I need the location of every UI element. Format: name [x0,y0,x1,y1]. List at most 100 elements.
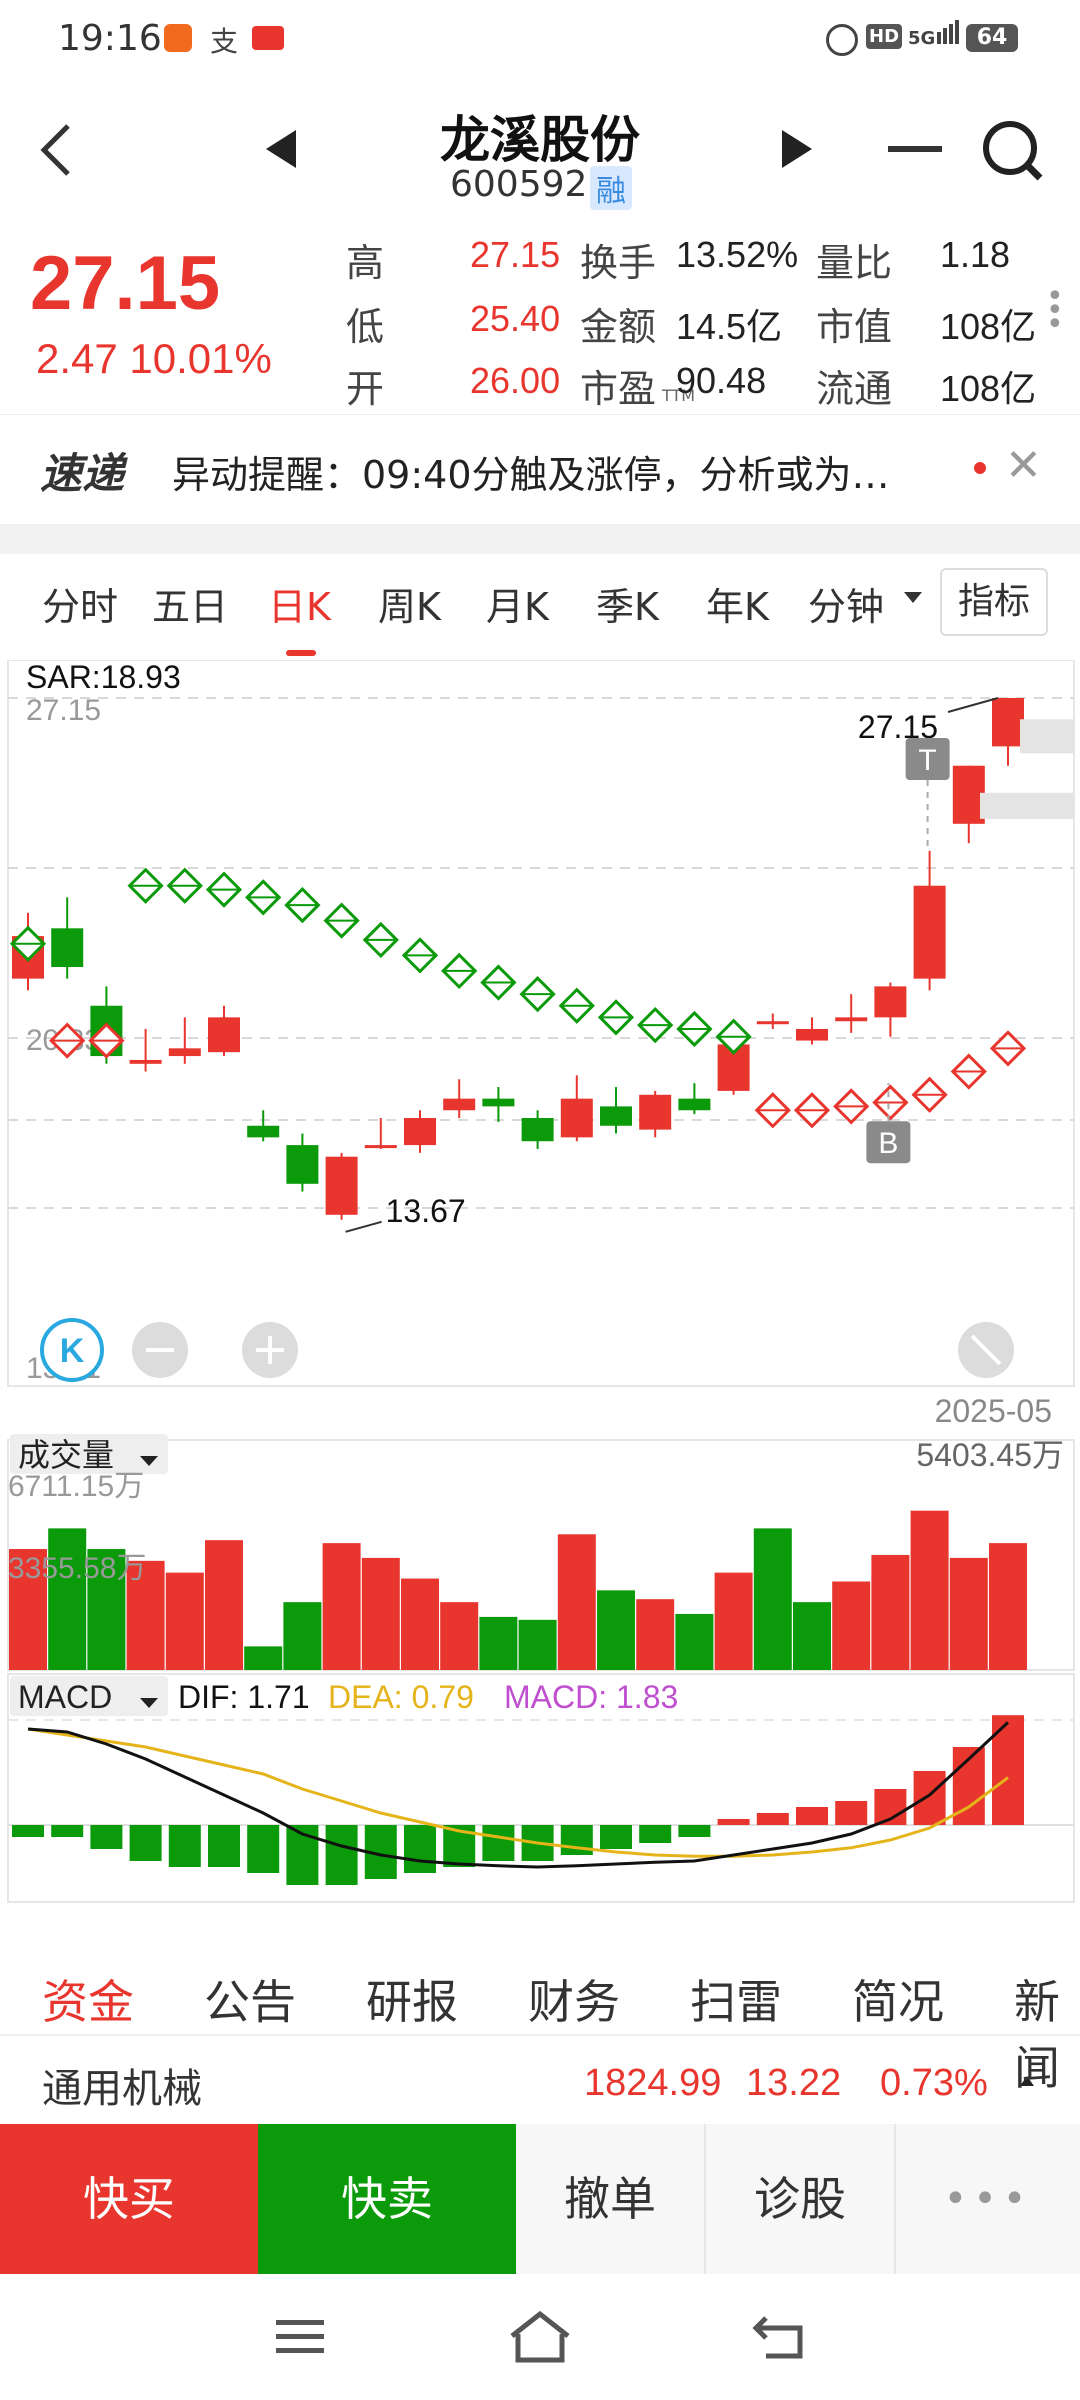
macd-bar [208,1825,240,1867]
change-percent: 10.01% [129,335,272,382]
search-icon[interactable] [980,118,1046,184]
volume-bar [557,1534,596,1670]
fullscreen-diag [970,1334,1002,1366]
industry-name[interactable]: 通用机械 [42,2066,202,2112]
sar-marker [715,1018,752,1055]
industry-index: 1824.99 [584,2062,722,2104]
minimize-icon[interactable] [888,146,942,152]
sar-marker [49,1022,86,1059]
home-icon[interactable] [508,2310,572,2364]
tab-2[interactable]: 日K [268,585,331,629]
next-stock-icon[interactable] [778,126,816,172]
section-divider [0,524,1080,554]
dea-label: DEA: 0.79 [328,1679,474,1715]
volume-bar [597,1590,635,1670]
stock-header: 龙溪股份 600592 融 [0,80,1080,220]
quote-value: 27.15 [470,234,561,275]
indicator-button[interactable]: 指标 [940,568,1048,636]
candle-body [952,765,985,824]
tab-6[interactable]: 年K [706,585,769,629]
quick-buy-button[interactable]: 快买 [0,2124,258,2274]
alert-text[interactable]: 异动提醒：09:40分触及涨停，分析或为… [172,453,890,497]
more-horizontal-icon[interactable]: ••• [896,2124,1080,2274]
quote-label: 换手 [580,241,657,285]
volume-bar [48,1528,87,1670]
bottom-tab-2[interactable]: 研报 [366,1975,458,2029]
macd-title-box[interactable] [10,1676,168,1716]
limit-bar [1020,719,1074,754]
status-bar: 19:16 支 HD 5G 64 [0,0,1080,80]
macd-bar [482,1825,515,1861]
quote-label: 市盈 [580,367,657,411]
marker-t-box [905,738,950,780]
margin-tag: 融 [590,166,632,210]
volume-dropdown-icon[interactable] [140,1456,158,1466]
quote-value: 14.5亿 [676,306,783,347]
volume-bar [910,1510,949,1670]
macd-bar [404,1825,436,1873]
y-axis-max: 27.15 [26,694,101,727]
volume-bar [165,1572,204,1670]
volume-last: 5403.45万 [916,1437,1064,1473]
tab-4[interactable]: 月K [486,585,549,629]
back-icon[interactable] [36,120,76,180]
alert-brand: 速递 [40,449,125,498]
sar-marker [127,867,164,904]
sar-marker [480,964,517,1001]
industry-pct: 0.73% [880,2062,988,2104]
volume-title-box[interactable] [10,1434,168,1474]
price-panel-frame [7,660,1075,1387]
close-icon[interactable]: ✕ [1005,440,1042,491]
tab-3[interactable]: 周K [378,585,441,629]
kline-chart[interactable]: SAR:18.9327.1520.3313.5127.1513.67TBK202… [0,660,1080,1910]
volume-bar [753,1528,792,1670]
change-value: 2.47 [36,335,118,382]
tab-5[interactable]: 季K [596,585,659,629]
macd-bar [12,1825,44,1837]
cancel-order-button[interactable]: 撤单 [516,2124,706,2274]
more-vertical-icon[interactable]: • • • [1046,279,1064,342]
candle-body [835,1017,868,1022]
sar-marker [284,886,321,924]
tab-0[interactable]: 分时 [42,585,119,629]
bottom-tab-6[interactable]: 新闻 [1014,1975,1060,2095]
low-price-label: 13.67 [386,1193,466,1229]
macd-title: MACD [18,1679,112,1715]
bottom-tab-4[interactable]: 扫雷 [690,1975,782,2029]
tab-7[interactable]: 分钟 [808,585,885,629]
macd-bar [247,1825,280,1873]
menu-icon[interactable] [276,2320,324,2353]
bottom-tab-0[interactable]: 资金 [42,1975,134,2029]
candle-body [208,1017,240,1053]
quote-value: 90.48 [676,360,767,401]
back-nav-icon[interactable] [752,2312,808,2362]
prev-stock-icon[interactable] [262,126,300,172]
macd-bar [129,1825,162,1861]
macd-dropdown-icon[interactable] [140,1698,158,1708]
volume-bar [87,1549,126,1670]
stock-code: 600592 [450,164,588,205]
volume-bar [636,1599,675,1670]
dif-label: DIF: 1.71 [178,1679,310,1715]
dropdown-arrow-icon[interactable] [904,592,922,603]
sar-marker [205,871,243,908]
sar-marker [989,1030,1027,1067]
sar-marker [833,1088,870,1125]
kline-mode-icon[interactable] [40,1318,104,1382]
sar-marker [245,879,282,916]
tab-1[interactable]: 五日 [152,585,229,629]
alert-bar[interactable] [0,414,1080,525]
quick-sell-button[interactable]: 快卖 [258,2124,516,2274]
quote-label: 开 [346,367,385,411]
sar-marker [519,976,556,1013]
candle-body [639,1094,672,1130]
bottom-tab-3[interactable]: 财务 [528,1975,620,2029]
toutiao-icon [252,26,284,50]
bottom-tab-1[interactable]: 公告 [204,1975,296,2029]
active-tab-indicator [286,650,316,656]
volume-bar [714,1572,753,1670]
bottom-tab-5[interactable]: 简况 [852,1975,944,2029]
diagnose-button[interactable]: 诊股 [706,2124,896,2274]
candle-body [325,1156,358,1215]
alarm-icon [826,24,858,56]
